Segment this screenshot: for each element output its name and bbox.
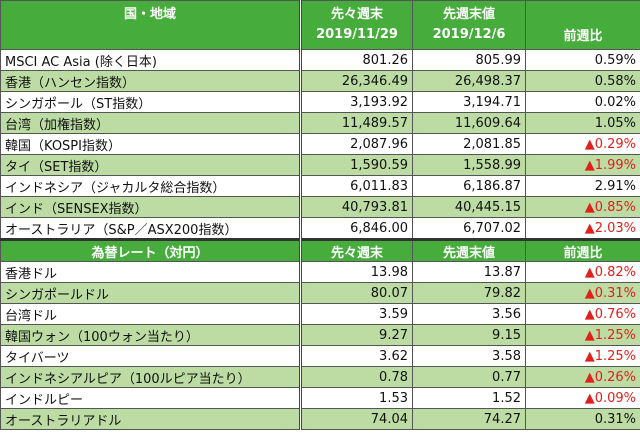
- stocks-cell-prev-week: 26,498.37: [412, 70, 526, 92]
- stocks-cell-prev-prev-week: 2,087.96: [300, 133, 413, 155]
- stocks-row: 韓国（KOSPI指数） 2,087.96 2,081.85 ▲0.29%: [0, 133, 640, 155]
- stocks-cell-prev-week: 6,707.02: [412, 217, 526, 240]
- fx-cell-prev-prev-week: 80.07: [300, 282, 413, 304]
- stocks-cell-prev-week: 6,186.87: [412, 175, 526, 197]
- fx-cell-prev-week: 0.77: [412, 366, 526, 388]
- stocks-cell-prev-prev-week: 1,590.59: [300, 154, 413, 176]
- fx-cell-region: オーストラリアドル: [0, 408, 302, 430]
- stocks-cell-prev-prev-week: 6,846.00: [300, 217, 413, 240]
- fx-cell-region: シンガポールドル: [0, 282, 302, 304]
- fx-cell-region: 香港ドル: [0, 261, 302, 283]
- stocks-cell-weekly-change: ▲2.03%: [525, 217, 640, 240]
- fx-row: 韓国ウォン（100ウォン当たり） 9.27 9.15 ▲1.25%: [0, 324, 640, 346]
- stocks-cell-region: MSCI AC Asia (除く日本): [0, 49, 302, 71]
- fx-cell-weekly-change: ▲0.09%: [525, 387, 640, 409]
- stocks-cell-weekly-change: ▲1.99%: [525, 154, 640, 176]
- fx-cell-weekly-change: 0.31%: [525, 408, 640, 430]
- fx-cell-prev-week: 1.52: [412, 387, 526, 409]
- fx-cell-prev-prev-week: 13.98: [300, 261, 413, 283]
- stocks-header-prev-prev-week: 先々週末 2019/11/29: [300, 0, 413, 50]
- stocks-row: オーストラリア（S&P／ASX200指数） 6,846.00 6,707.02 ▲2.…: [0, 217, 640, 240]
- stocks-cell-prev-prev-week: 6,011.83: [300, 175, 413, 197]
- fx-cell-region: 韓国ウォン（100ウォン当たり）: [0, 324, 302, 346]
- fx-header-weekly-change: 前週比: [525, 238, 640, 262]
- fx-cell-prev-prev-week: 3.62: [300, 345, 413, 367]
- fx-cell-prev-prev-week: 0.78: [300, 366, 413, 388]
- fx-cell-prev-week: 3.56: [412, 303, 526, 325]
- stocks-cell-region: インドネシア（ジャカルタ総合指数）: [0, 175, 302, 197]
- fx-cell-prev-prev-week: 9.27: [300, 324, 413, 346]
- fx-row: タイバーツ 3.62 3.58 ▲1.25%: [0, 345, 640, 367]
- fx-row: インドネシアルピア（100ルピア当たり） 0.78 0.77 ▲0.26%: [0, 366, 640, 388]
- stocks-cell-weekly-change: 2.91%: [525, 175, 640, 197]
- fx-cell-prev-week: 9.15: [412, 324, 526, 346]
- fx-cell-prev-week: 74.27: [412, 408, 526, 430]
- stocks-row: インドネシア（ジャカルタ総合指数） 6,011.83 6,186.87 2.91%: [0, 175, 640, 197]
- fx-cell-region: タイバーツ: [0, 345, 302, 367]
- stocks-cell-prev-week: 1,558.99: [412, 154, 526, 176]
- fx-cell-weekly-change: ▲0.76%: [525, 303, 640, 325]
- stocks-cell-prev-week: 11,609.64: [412, 112, 526, 134]
- stocks-cell-prev-week: 40,445.15: [412, 196, 526, 218]
- stocks-cell-weekly-change: ▲0.85%: [525, 196, 640, 218]
- stocks-cell-region: 韓国（KOSPI指数）: [0, 133, 302, 155]
- fx-row: 香港ドル 13.98 13.87 ▲0.82%: [0, 261, 640, 283]
- fx-row: オーストラリアドル 74.04 74.27 0.31%: [0, 408, 640, 430]
- stocks-cell-weekly-change: 0.59%: [525, 49, 640, 71]
- stocks-cell-prev-week: 2,081.85: [412, 133, 526, 155]
- stocks-cell-prev-week: 805.99: [412, 49, 526, 71]
- fx-cell-weekly-change: ▲1.25%: [525, 324, 640, 346]
- stocks-row: タイ（SET指数） 1,590.59 1,558.99 ▲1.99%: [0, 154, 640, 176]
- fx-cell-region: 台湾ドル: [0, 303, 302, 325]
- fx-cell-weekly-change: ▲0.26%: [525, 366, 640, 388]
- stocks-row: 台湾（加権指数） 11,489.57 11,609.64 1.05%: [0, 112, 640, 134]
- stocks-cell-region: シンガポール（ST指数）: [0, 91, 302, 113]
- fx-cell-prev-prev-week: 74.04: [300, 408, 413, 430]
- stocks-cell-region: インド（SENSEX指数）: [0, 196, 302, 218]
- stocks-cell-region: 台湾（加権指数）: [0, 112, 302, 134]
- stocks-cell-region: オーストラリア（S&P／ASX200指数）: [0, 217, 302, 240]
- stocks-header-region: 国・地域: [0, 0, 302, 50]
- stocks-cell-prev-prev-week: 11,489.57: [300, 112, 413, 134]
- fx-header-region: 為替レート（対円）: [0, 238, 302, 262]
- stocks-cell-weekly-change: 0.02%: [525, 91, 640, 113]
- stocks-cell-prev-prev-week: 40,793.81: [300, 196, 413, 218]
- stocks-cell-region: タイ（SET指数）: [0, 154, 302, 176]
- fx-row: インドルピー 1.53 1.52 ▲0.09%: [0, 387, 640, 409]
- fx-cell-prev-prev-week: 3.59: [300, 303, 413, 325]
- stocks-row: MSCI AC Asia (除く日本) 801.26 805.99 0.59%: [0, 49, 640, 71]
- stocks-header-row: 国・地域 先々週末 2019/11/29 先週末値 2019/12/6 前週比: [0, 0, 640, 50]
- stocks-row: 香港（ハンセン指数） 26,346.49 26,498.37 0.58%: [0, 70, 640, 92]
- fx-cell-weekly-change: ▲1.25%: [525, 345, 640, 367]
- stocks-row: シンガポール（ST指数） 3,193.92 3,194.71 0.02%: [0, 91, 640, 113]
- stocks-cell-weekly-change: ▲0.29%: [525, 133, 640, 155]
- fx-cell-weekly-change: ▲0.31%: [525, 282, 640, 304]
- fx-cell-region: インドネシアルピア（100ルピア当たり）: [0, 366, 302, 388]
- fx-cell-prev-prev-week: 1.53: [300, 387, 413, 409]
- fx-cell-weekly-change: ▲0.82%: [525, 261, 640, 283]
- fx-header-row: 為替レート（対円） 先々週末 先週末値 前週比: [0, 238, 640, 262]
- fx-row: シンガポールドル 80.07 79.82 ▲0.31%: [0, 282, 640, 304]
- stocks-header-prev-week: 先週末値 2019/12/6: [412, 0, 526, 50]
- stocks-cell-prev-prev-week: 801.26: [300, 49, 413, 71]
- stocks-cell-prev-prev-week: 3,193.92: [300, 91, 413, 113]
- fx-row: 台湾ドル 3.59 3.56 ▲0.76%: [0, 303, 640, 325]
- fx-header-prev-week: 先週末値: [412, 238, 526, 262]
- stocks-cell-region: 香港（ハンセン指数）: [0, 70, 302, 92]
- stocks-cell-weekly-change: 1.05%: [525, 112, 640, 134]
- fx-cell-region: インドルピー: [0, 387, 302, 409]
- fx-cell-prev-week: 13.87: [412, 261, 526, 283]
- stocks-header-weekly-change: 前週比: [525, 0, 640, 50]
- stocks-cell-prev-week: 3,194.71: [412, 91, 526, 113]
- fx-header-prev-prev-week: 先々週末: [300, 238, 413, 262]
- stocks-cell-weekly-change: 0.58%: [525, 70, 640, 92]
- fx-cell-prev-week: 79.82: [412, 282, 526, 304]
- stocks-row: インド（SENSEX指数） 40,793.81 40,445.15 ▲0.85%: [0, 196, 640, 218]
- stocks-cell-prev-prev-week: 26,346.49: [300, 70, 413, 92]
- fx-cell-prev-week: 3.58: [412, 345, 526, 367]
